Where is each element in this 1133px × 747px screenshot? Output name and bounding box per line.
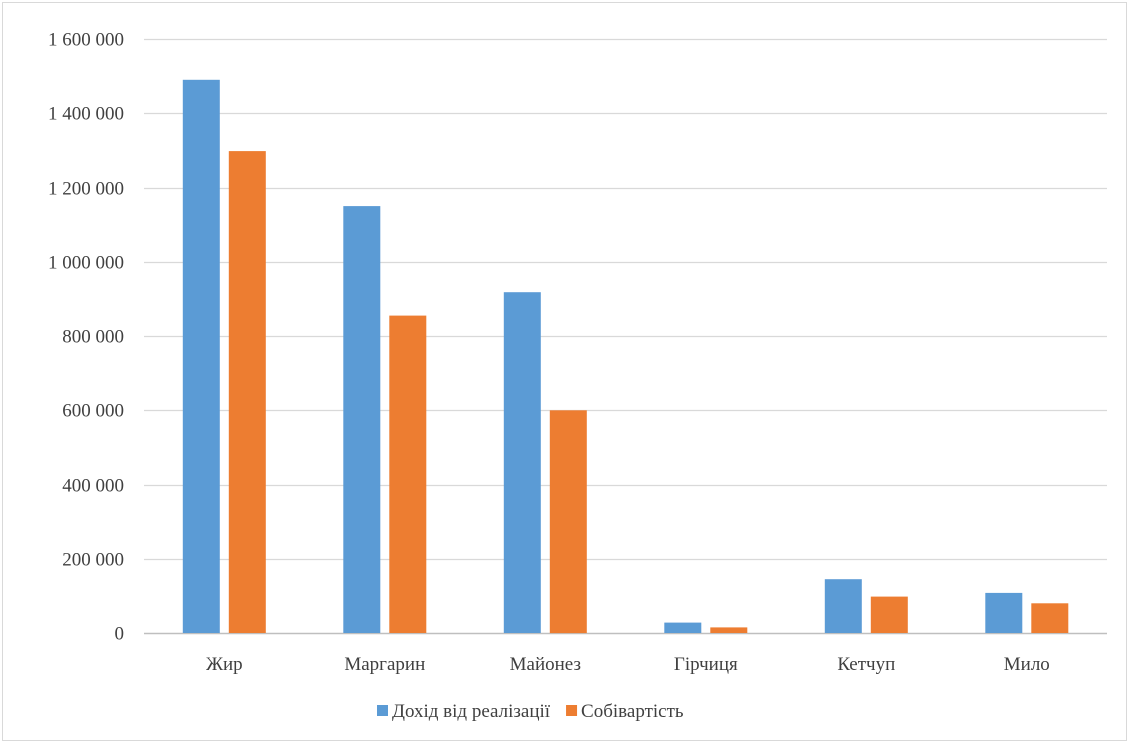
x-tick-label: Мило [1004, 654, 1050, 675]
bar-revenue-5 [824, 579, 862, 633]
y-tick-label: 1 000 000 [48, 253, 124, 274]
bar-chart: 0 200 000 400 000 600 000 800 000 1 000 000 1 … [48, 30, 1107, 722]
bars [182, 79, 1069, 634]
legend-swatch-cost [566, 705, 578, 716]
bar-cost-3 [549, 410, 587, 634]
x-tick-label: Майонез [510, 654, 581, 675]
bar-cost-2 [389, 315, 427, 633]
gridlines [144, 38, 1107, 635]
bar-revenue-3 [503, 292, 541, 633]
y-tick-label: 1 200 000 [48, 179, 124, 200]
y-tick-label: 1 600 000 [48, 30, 124, 51]
bar-cost-1 [228, 151, 266, 633]
bar-revenue-4 [664, 622, 702, 633]
x-tick-label: Маргарин [344, 654, 425, 675]
x-tick-label: Жир [206, 654, 243, 675]
y-tick-label: 800 000 [62, 327, 124, 348]
bar-cost-4 [710, 627, 748, 633]
bar-revenue-6 [985, 592, 1023, 633]
bar-revenue-1 [182, 79, 220, 634]
legend-label-revenue: Дохід від реалізації [392, 701, 551, 722]
y-axis-tick-labels: 0 200 000 400 000 600 000 800 000 1 000 000 1 … [48, 30, 124, 645]
legend-label-cost: Собівартість [581, 701, 684, 722]
x-tick-label: Кетчуп [837, 654, 895, 675]
x-axis-tick-labels: Жир Маргарин Майонез Гірчиця Кетчуп Мило [206, 654, 1050, 675]
legend-swatch-revenue [377, 705, 388, 716]
legend: Дохід від реалізації Собівартість [377, 701, 684, 722]
bar-cost-6 [1031, 603, 1069, 633]
y-tick-label: 200 000 [62, 550, 124, 571]
y-tick-label: 600 000 [62, 401, 124, 422]
bar-revenue-2 [343, 206, 381, 633]
y-tick-label: 400 000 [62, 476, 124, 497]
x-tick-label: Гірчиця [674, 654, 738, 675]
bar-cost-5 [870, 596, 908, 633]
y-tick-label: 0 [115, 624, 125, 645]
y-tick-label: 1 400 000 [48, 104, 124, 125]
